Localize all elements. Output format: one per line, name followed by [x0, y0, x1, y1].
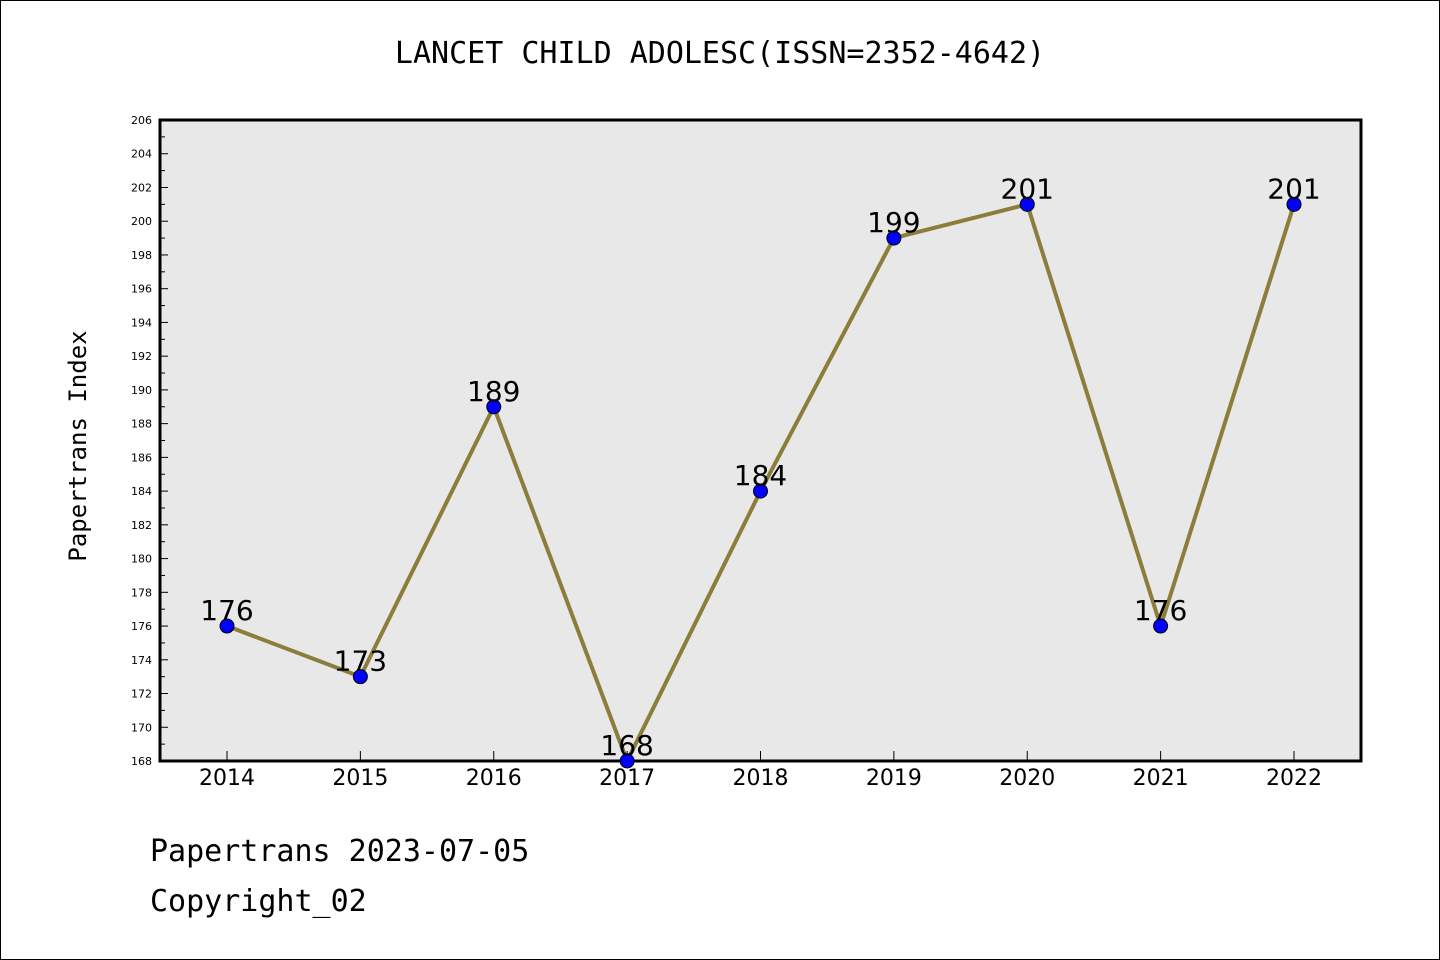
data-point [753, 483, 768, 499]
data-point [352, 669, 368, 685]
x-tick-label: 2014 [199, 766, 255, 791]
y-tick-label: 168 [131, 755, 152, 768]
y-tick-label: 196 [131, 283, 152, 296]
y-tick-label: 174 [131, 654, 152, 667]
data-point [1286, 196, 1302, 212]
data-point [886, 230, 902, 246]
y-tick-label: 206 [131, 114, 152, 127]
x-tick-label: 2018 [733, 766, 789, 791]
x-tick-label: 2021 [1133, 766, 1189, 791]
plot-area [158, 118, 1363, 763]
data-label: 176 [1134, 594, 1187, 627]
footer-copyright: Copyright_02 [150, 884, 367, 919]
data-label: 199 [867, 206, 920, 239]
y-axis-title: Papertrans Index [64, 330, 92, 561]
y-tick-label: 202 [131, 181, 152, 194]
x-tick-label: 2015 [332, 766, 388, 791]
data-point [619, 753, 635, 769]
data-point [1153, 618, 1169, 634]
data-point [486, 399, 502, 415]
x-tick-label: 2020 [999, 766, 1055, 791]
x-tick-label: 2017 [599, 766, 655, 791]
y-tick-label: 178 [131, 586, 152, 599]
chart-title: LANCET CHILD ADOLESC(ISSN=2352-4642) [394, 36, 1046, 71]
x-tick-label: 2019 [866, 766, 922, 791]
footer-date: Papertrans 2023-07-05 [150, 834, 530, 869]
data-label: 173 [334, 645, 387, 678]
data-label: 184 [734, 459, 787, 492]
y-tick-label: 186 [131, 451, 152, 464]
y-tick-label: 194 [131, 316, 152, 329]
y-tick-label: 182 [131, 519, 152, 532]
y-tick-label: 188 [131, 418, 152, 431]
y-tick-label: 192 [131, 350, 152, 363]
data-label: 168 [600, 729, 653, 762]
y-tick-label: 180 [131, 553, 152, 566]
data-point [1019, 196, 1035, 212]
y-tick-label: 184 [131, 485, 152, 498]
y-tick-label: 198 [131, 249, 152, 262]
data-label: 189 [467, 375, 520, 408]
data-point [219, 618, 235, 634]
y-tick-label: 176 [131, 620, 152, 633]
data-label: 201 [1001, 172, 1054, 205]
y-tick-label: 170 [131, 721, 152, 734]
data-label: 201 [1267, 172, 1320, 205]
y-tick-label: 204 [131, 148, 152, 161]
data-label: 176 [200, 594, 253, 627]
y-tick-label: 172 [131, 688, 152, 701]
y-tick-label: 190 [131, 384, 152, 397]
x-tick-label: 2016 [466, 766, 522, 791]
x-tick-label: 2022 [1266, 766, 1322, 791]
y-tick-label: 200 [131, 215, 152, 228]
